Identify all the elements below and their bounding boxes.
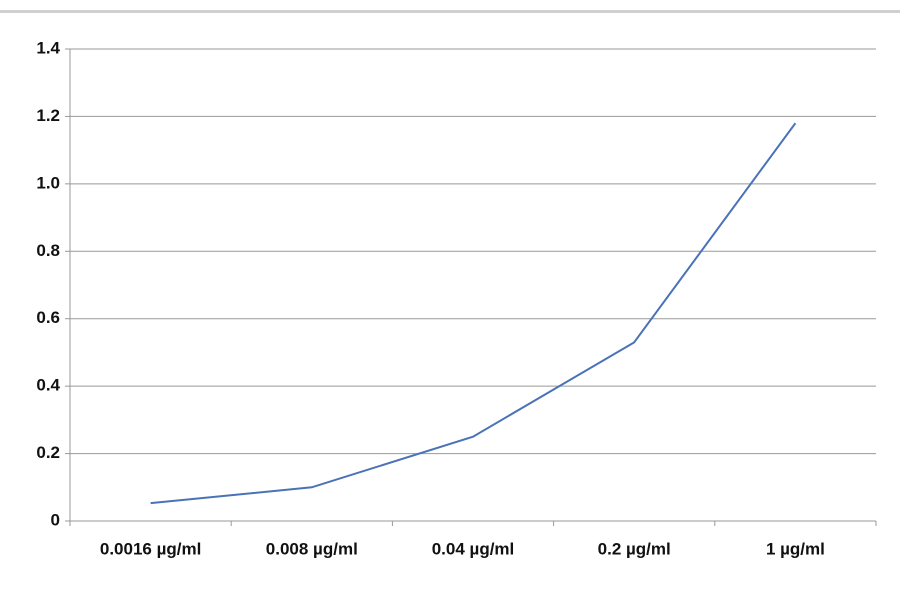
- y-tick-label: 1.2: [36, 106, 60, 125]
- y-tick-label: 1.4: [36, 38, 60, 57]
- x-tick-label: 0.04 µg/ml: [432, 539, 515, 558]
- line-series: [150, 122, 797, 505]
- y-tick-label: 0.6: [36, 308, 60, 327]
- y-tick-label: 0.2: [36, 443, 60, 462]
- x-tick-label: 1 µg/ml: [766, 539, 825, 558]
- x-tick-label: 0.2 µg/ml: [598, 539, 671, 558]
- y-tick-label: 0: [51, 510, 60, 529]
- y-tick-label: 1.0: [36, 173, 60, 192]
- x-tick-label: 0.0016 µg/ml: [100, 539, 201, 558]
- y-tick-label: 0.4: [36, 376, 60, 395]
- y-tick-label: 0.8: [36, 241, 60, 260]
- x-tick-label: 0.008 µg/ml: [266, 539, 358, 558]
- top-border: [0, 10, 900, 13]
